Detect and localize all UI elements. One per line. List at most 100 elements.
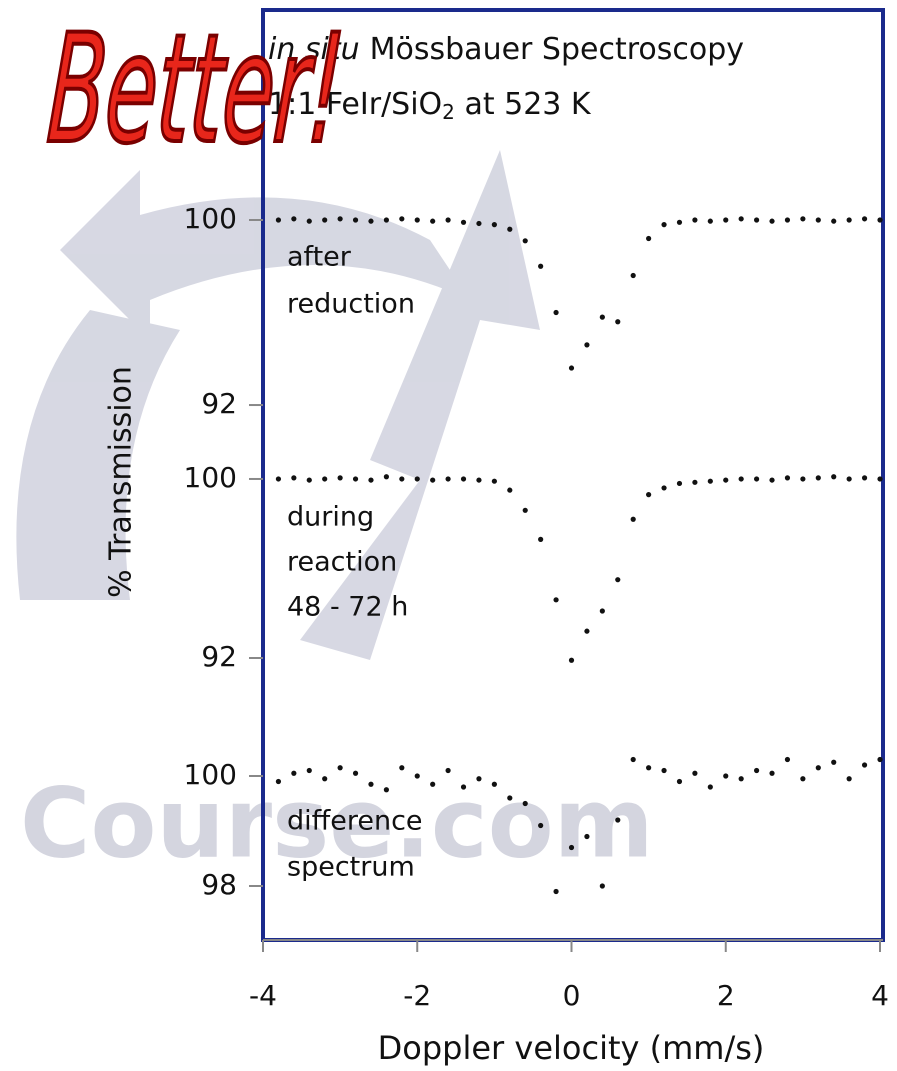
data-point xyxy=(553,597,559,603)
y-tick-label: 100 xyxy=(184,461,237,494)
panel-label: spectrum xyxy=(287,852,415,883)
data-point xyxy=(322,776,328,782)
data-point xyxy=(661,222,667,228)
x-axis-label: Doppler velocity (mm/s) xyxy=(378,1029,765,1067)
data-point xyxy=(414,773,420,779)
data-point xyxy=(445,767,451,774)
data-point xyxy=(815,765,821,771)
data-point xyxy=(692,479,698,485)
x-tick-label: -4 xyxy=(249,979,277,1012)
data-point xyxy=(476,776,482,782)
data-point xyxy=(399,476,405,482)
data-point xyxy=(399,216,405,222)
data-point xyxy=(861,216,868,222)
data-point xyxy=(275,778,282,785)
data-point xyxy=(861,762,868,768)
data-point xyxy=(599,883,605,889)
data-point xyxy=(615,817,621,823)
data-point xyxy=(676,778,683,785)
data-point xyxy=(352,476,359,482)
data-point xyxy=(460,784,467,790)
data-point xyxy=(538,263,544,269)
data-point xyxy=(568,657,575,663)
data-point xyxy=(414,217,420,223)
data-point xyxy=(568,844,575,851)
data-point xyxy=(491,222,497,228)
data-point xyxy=(322,476,328,482)
data-point xyxy=(723,773,729,779)
data-point xyxy=(800,776,806,782)
data-point xyxy=(846,217,852,223)
data-point xyxy=(522,238,528,244)
panel-label: reaction xyxy=(287,547,397,578)
data-point xyxy=(430,477,436,483)
data-point xyxy=(460,476,467,482)
data-point xyxy=(538,536,544,542)
watermark-text: Course.com xyxy=(20,767,654,879)
x-tick-label: 2 xyxy=(717,979,735,1012)
panel-label: reduction xyxy=(287,289,415,320)
data-point xyxy=(306,218,312,224)
data-point xyxy=(630,272,636,279)
data-point xyxy=(815,217,821,223)
data-point xyxy=(507,226,513,232)
data-point xyxy=(507,487,513,493)
panel-label: difference xyxy=(287,806,423,837)
data-point xyxy=(599,314,605,320)
data-point xyxy=(522,800,528,807)
data-point xyxy=(476,220,482,227)
data-point xyxy=(399,765,405,771)
data-point xyxy=(507,795,513,801)
data-point xyxy=(322,217,328,223)
subtitle-subscript: 2 xyxy=(442,100,455,124)
data-point xyxy=(707,478,713,484)
data-point xyxy=(291,475,297,481)
subtitle-part: at 523 K xyxy=(455,87,592,122)
data-point xyxy=(800,476,806,482)
data-point xyxy=(553,888,559,895)
data-point xyxy=(337,765,343,771)
y-tick-label: 92 xyxy=(201,387,237,420)
data-point xyxy=(352,770,359,776)
chart-title: in situ Mössbauer Spectroscopy xyxy=(268,32,744,67)
data-point xyxy=(368,477,374,483)
data-point xyxy=(460,219,467,225)
data-point xyxy=(630,516,636,522)
data-point xyxy=(430,218,436,224)
chart-subtitle: 1:1 FeIr/SiO2 at 523 K xyxy=(268,87,592,124)
y-tick-label: 100 xyxy=(184,758,237,791)
data-point xyxy=(630,756,636,763)
data-point xyxy=(692,770,698,776)
data-point xyxy=(738,216,744,222)
data-point xyxy=(877,756,883,763)
y-tick-label: 100 xyxy=(184,202,237,235)
data-point xyxy=(476,477,482,483)
data-point xyxy=(615,319,621,325)
data-point xyxy=(738,776,744,782)
data-point xyxy=(368,781,374,787)
data-point xyxy=(784,756,791,763)
x-tick-label: 0 xyxy=(563,979,581,1012)
x-tick-label: -2 xyxy=(403,979,431,1012)
data-point xyxy=(615,577,621,583)
data-point xyxy=(538,822,544,829)
y-tick-label: 92 xyxy=(201,640,237,673)
data-point xyxy=(754,476,760,482)
data-point xyxy=(754,767,760,774)
data-point xyxy=(275,476,282,482)
data-point xyxy=(553,309,559,316)
data-point xyxy=(646,492,652,498)
data-point xyxy=(831,759,837,765)
data-point xyxy=(661,767,667,774)
data-point xyxy=(306,477,312,483)
data-point xyxy=(584,833,590,840)
data-point xyxy=(831,218,837,224)
data-point xyxy=(769,770,775,776)
data-point xyxy=(646,765,652,771)
data-point xyxy=(707,784,713,790)
title-rest: Mössbauer Spectroscopy xyxy=(370,32,744,67)
data-point xyxy=(430,781,436,787)
data-point xyxy=(491,781,497,787)
data-point xyxy=(584,342,590,348)
